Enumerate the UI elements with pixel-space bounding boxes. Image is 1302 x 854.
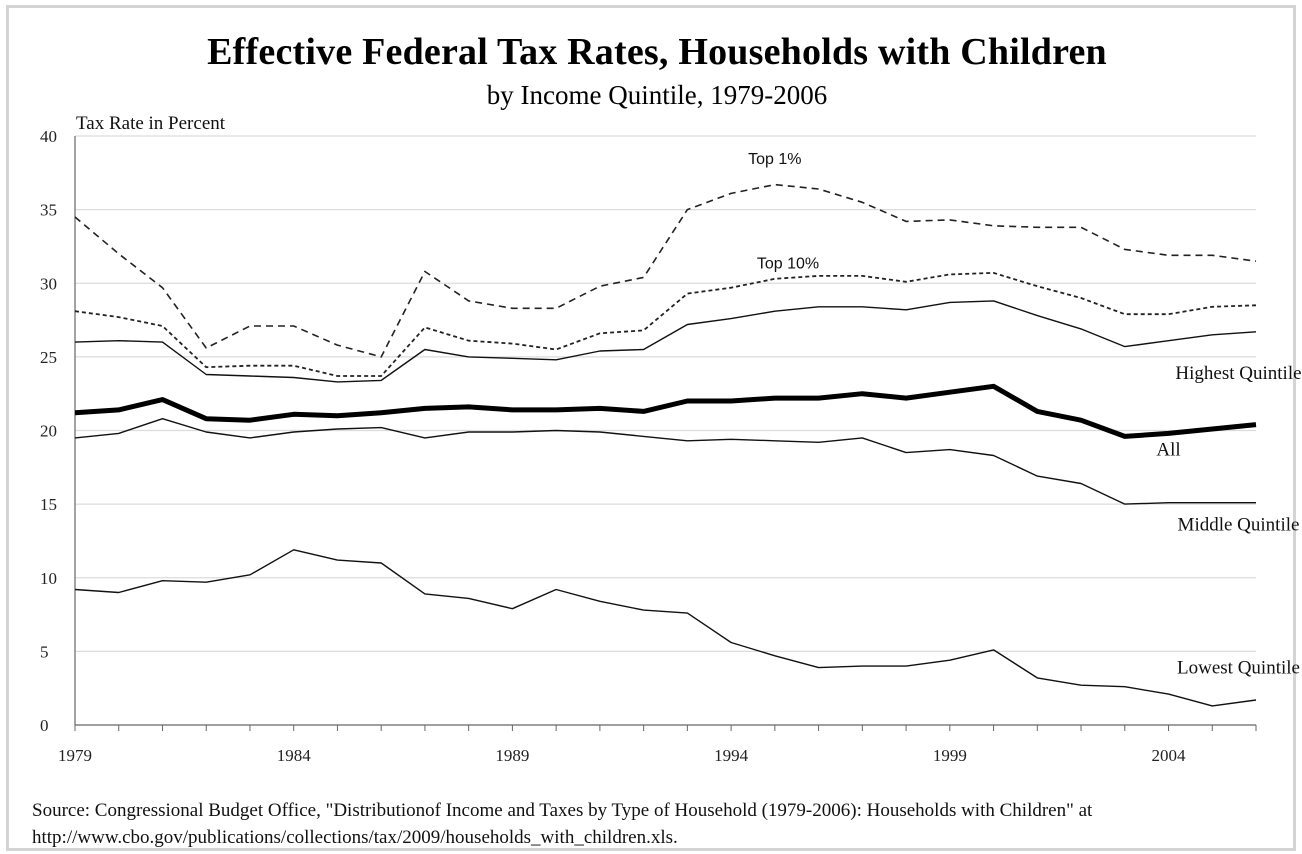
y-tick-label: 25	[40, 348, 57, 367]
series-line-highest-quintile	[74, 300, 1257, 383]
series-labels: Top 1% Top 10% Highest Quintile All Middle Q…	[748, 151, 1301, 678]
series-label: Lowest Quintile	[1177, 657, 1300, 678]
series-label: Middle Quintile	[1178, 515, 1300, 536]
chart-title: Effective Federal Tax Rates, Households …	[207, 31, 1107, 73]
series-lines	[74, 183, 1257, 707]
gridlines	[75, 135, 1256, 652]
y-tick-label: 15	[40, 495, 57, 514]
x-tick-label: 1999	[933, 746, 967, 765]
x-tick-label: 1989	[495, 746, 529, 765]
y-axis-label: Tax Rate in Percent	[76, 113, 226, 134]
chart-subtitle: by Income Quintile, 1979-2006	[486, 80, 828, 110]
series-label: Top 1%	[748, 151, 801, 168]
series-line-middle-quintile	[74, 418, 1256, 505]
y-tick-label: 35	[40, 201, 57, 220]
y-tick-label: 0	[40, 716, 49, 735]
x-tick-label: 2004	[1152, 746, 1187, 765]
y-tick-label: 5	[40, 642, 49, 661]
series-line-lowest-quintile	[74, 549, 1257, 707]
y-tick-label: 20	[40, 422, 57, 441]
series-label: Highest Quintile	[1175, 363, 1301, 384]
x-tick-label: 1994	[714, 746, 749, 765]
series-line-top-10-	[74, 271, 1257, 377]
x-tick-label: 1979	[58, 746, 92, 765]
series-label: All	[1156, 440, 1180, 461]
chart-frame	[6, 5, 1296, 851]
series-line-top-1-	[74, 183, 1257, 358]
x-tick-label: 1984	[277, 746, 312, 765]
source-note: Source: Congressional Budget Office, "Di…	[32, 800, 1093, 848]
series-line-all	[74, 383, 1257, 439]
axes: 0 5 10 15 20 25 30 35 40 1979 1984 1989 1994 1999 2004	[40, 127, 1257, 765]
y-tick-label: 30	[40, 274, 57, 293]
y-tick-label: 40	[40, 127, 57, 146]
y-tick-label: 10	[40, 569, 57, 588]
series-label: Top 10%	[757, 256, 819, 273]
